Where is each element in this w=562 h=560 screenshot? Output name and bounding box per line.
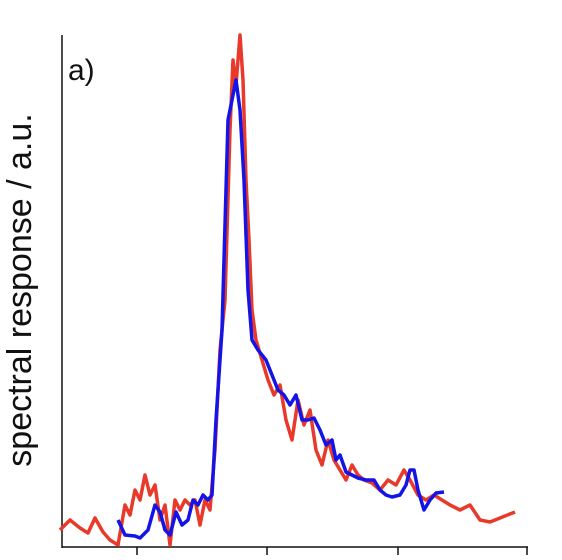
annotation: a) (68, 54, 95, 87)
y-axis-label: spectral response / a.u. (1, 113, 39, 466)
series-line (58, 33, 516, 547)
series-line (116, 78, 445, 540)
